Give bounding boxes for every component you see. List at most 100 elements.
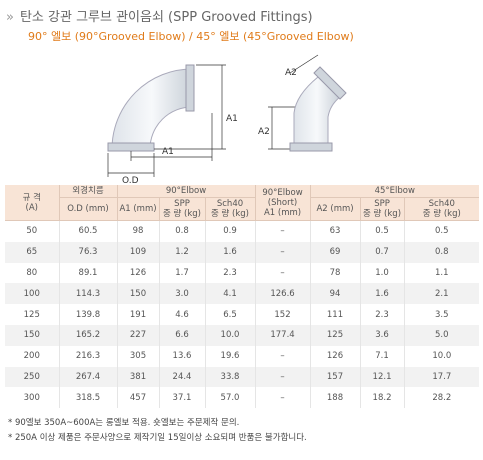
table-cell: 114.3 <box>59 283 118 305</box>
label-a1: A1 <box>226 114 238 124</box>
label-a2: A2 <box>285 68 297 78</box>
subtitle: 90° 엘보 (90°Grooved Elbow) / 45° 엘보 (45°G… <box>28 30 354 43</box>
header-cell: 45°Elbow <box>310 185 480 198</box>
table-cell: 2.3 <box>205 262 256 284</box>
table-cell: 17.7 <box>404 366 480 388</box>
table-cell: 76.3 <box>59 241 118 263</box>
table-cell: 0.8 <box>404 241 480 263</box>
table-cell: 188 <box>310 387 361 409</box>
header-text: Sch40 <box>428 199 455 209</box>
table-cell: 152 <box>255 304 311 325</box>
table-cell: 6.6 <box>159 324 206 346</box>
table-cell: 19.6 <box>205 345 256 367</box>
flange <box>185 64 195 112</box>
table-row: 50 60.5 98 0.8 0.9–63 0.5 0.5 <box>5 220 479 242</box>
label-a1: A1 <box>162 147 174 157</box>
table-cell: 4.1 <box>205 283 256 305</box>
header-text: 중 량 (kg) <box>363 209 402 219</box>
header-cell: A2 (mm) <box>310 197 361 221</box>
header-cell: Sch40 중 량 (kg) <box>205 197 256 221</box>
table-cell: 267.4 <box>59 366 118 388</box>
note: * 250A 이상 제품은 주문사양으로 제작기일 15일이상 소요되며 반품은… <box>8 433 307 443</box>
table-cell: 126 <box>310 345 361 367</box>
table-row: 100 114.3 150 3.0 4.1 126.6 94 1.6 2.1 <box>5 283 480 305</box>
header-text: 중 량 (kg) <box>211 209 249 219</box>
table-row: 300 318.5 457 37.1 57.0–188 18.2 28.2 <box>5 387 479 409</box>
header-cell: Sch40 중 량 (kg) <box>404 197 480 221</box>
table-cell: – <box>255 345 311 367</box>
header-cell: 90°Elbow (Short) A1 (mm) <box>255 185 311 221</box>
table-cell: 1.2 <box>159 241 206 263</box>
table-cell: 126 <box>117 262 160 284</box>
table-cell: 150 <box>5 324 60 346</box>
header-cell: SPP 중 량 (kg) <box>360 197 405 221</box>
table-cell: 98 <box>117 220 160 242</box>
header-text: A1 (mm) <box>263 207 302 218</box>
header-text: (A) <box>25 202 38 213</box>
header-text: 규 격 <box>22 192 41 203</box>
table-row: 150 165.2 227 6.6 10.0 177.4 125 3.6 5.0 <box>5 324 480 346</box>
table-cell: 227 <box>117 324 160 346</box>
table-row: 250 267.4 381 24.4 33.8–157 12.1 17.7 <box>5 366 480 388</box>
table-cell: 3.5 <box>435 309 449 320</box>
table-cell: 63 <box>310 220 361 242</box>
table-cell: 60.5 <box>59 220 118 242</box>
header-cell: SPP 중 량 (kg) <box>159 197 206 221</box>
table-cell: 94 <box>310 283 361 305</box>
header-text: SPP <box>174 199 190 209</box>
table-cell: 125 <box>5 304 60 325</box>
table-cell: 3.0 <box>159 283 206 305</box>
table-cell: 5.0 <box>404 324 480 346</box>
title-line: » 탄소 강관 그루브 관이음쇠 (SPP Grooved Fittings) <box>6 6 313 25</box>
header-cell: 규 격 (A) <box>5 185 60 221</box>
table-cell: 12.1 <box>360 366 405 388</box>
table-cell: 457 <box>117 387 160 409</box>
table-cell: 200 <box>5 345 60 367</box>
table-cell: 13.6 <box>159 345 206 367</box>
table-cell: 157 <box>310 366 361 388</box>
header-text: Sch40 <box>216 199 244 209</box>
table-cell: – <box>255 262 311 284</box>
dimensions <box>107 54 319 177</box>
table-cell: 24.4 <box>159 366 206 388</box>
table-cell: 50 <box>5 220 60 242</box>
table-cell: 125 <box>310 324 361 346</box>
table-cell: 100 <box>5 283 60 305</box>
table-row: 125 139.8 191 4.6 6.5 152 111 2.3 3.5 <box>5 304 479 325</box>
table-cell: 80 <box>5 262 60 284</box>
table-cell: 109 <box>117 241 160 263</box>
table-cell: – <box>255 220 311 242</box>
header-cell: 90°Elbow <box>117 185 256 198</box>
table-cell: 1.0 <box>360 262 405 284</box>
table-cell: 165.2 <box>59 324 118 346</box>
table-cell: 318.5 <box>59 387 118 409</box>
table-cell: 250 <box>5 366 60 388</box>
table-cell: 2.3 <box>360 304 405 325</box>
spec-table: 규 격 (A) 외경치름 90°Elbow 90°Elbow (Short) A1 (… <box>5 185 480 409</box>
table-cell: 18.2 <box>360 387 405 409</box>
table-cell: 216.3 <box>59 345 118 367</box>
table-cell: 111 <box>310 304 361 325</box>
table-cell: 0.5 <box>360 220 405 242</box>
label-od: O.D <box>122 176 139 185</box>
table-cell: 6.5 <box>205 304 256 325</box>
table-cell: – <box>255 387 311 409</box>
table-cell: 78 <box>310 262 361 284</box>
table-cell: 57.0 <box>205 387 256 409</box>
table-cell: 1.7 <box>159 262 206 284</box>
table-cell: – <box>255 241 311 263</box>
table-cell: 0.9 <box>205 220 256 242</box>
table-cell: 300 <box>5 387 60 409</box>
notes: * 90엘보 350A~600A는 롱엘보 적용. 숏엘보는 주문제작 문의. … <box>8 416 307 446</box>
elbow-90 <box>111 68 193 150</box>
table-cell: 33.8 <box>205 366 256 388</box>
marker: » <box>6 10 14 25</box>
note: * 90엘보 350A~600A는 롱엘보 적용. 숏엘보는 주문제작 문의. <box>8 418 240 428</box>
table-cell: 10.0 <box>432 351 452 362</box>
title: 탄소 강관 그루브 관이음쇠 (SPP Grooved Fittings) <box>19 10 313 25</box>
table-cell: 65 <box>5 241 60 263</box>
table-cell: 28.2 <box>432 392 452 403</box>
table-cell: 177.4 <box>255 324 311 346</box>
header-text: 중 량 (kg) <box>163 209 201 219</box>
